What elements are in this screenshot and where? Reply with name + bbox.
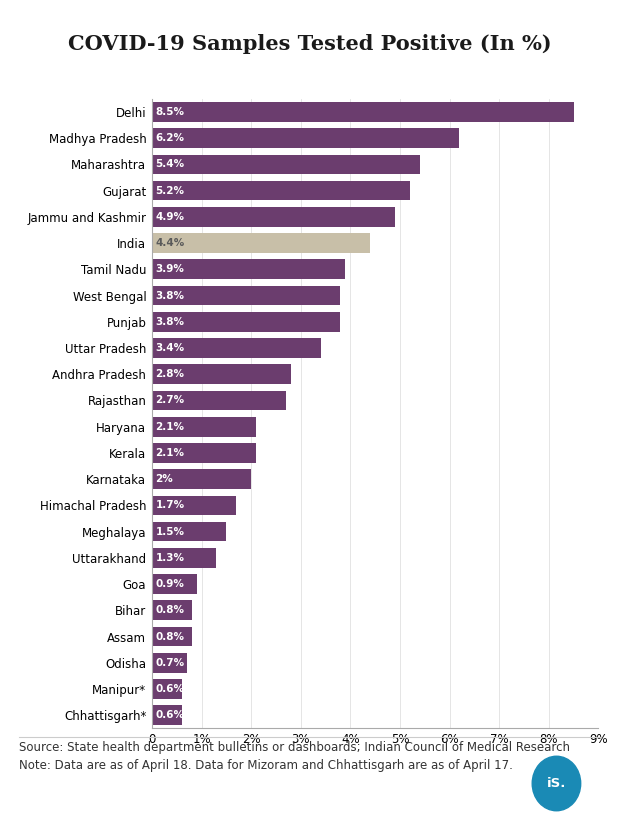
Text: 8.5%: 8.5% bbox=[156, 107, 184, 117]
Bar bbox=[152, 653, 187, 672]
Text: COVID-19 Samples Tested Positive (In %): COVID-19 Samples Tested Positive (In %) bbox=[68, 35, 552, 54]
Bar bbox=[152, 522, 226, 542]
Text: 2.1%: 2.1% bbox=[156, 448, 184, 458]
Bar bbox=[152, 181, 410, 201]
Bar bbox=[152, 469, 251, 489]
Text: 0.8%: 0.8% bbox=[156, 605, 184, 616]
Bar bbox=[152, 233, 370, 253]
Text: 0.6%: 0.6% bbox=[156, 684, 184, 694]
Bar bbox=[152, 391, 286, 411]
Text: 2%: 2% bbox=[156, 474, 173, 484]
Bar bbox=[152, 679, 182, 699]
Text: 0.8%: 0.8% bbox=[156, 631, 184, 642]
Text: 4.4%: 4.4% bbox=[156, 238, 185, 248]
Bar bbox=[152, 548, 216, 568]
Text: 3.4%: 3.4% bbox=[156, 343, 185, 353]
Bar bbox=[152, 574, 197, 594]
Text: 2.1%: 2.1% bbox=[156, 421, 184, 432]
Text: 3.8%: 3.8% bbox=[156, 317, 184, 327]
Bar bbox=[152, 601, 192, 621]
Text: Source: State health department bulletins or dashboards; Indian Council of Medic: Source: State health department bulletin… bbox=[19, 741, 570, 772]
Bar bbox=[152, 365, 291, 384]
Circle shape bbox=[532, 756, 581, 811]
Text: 0.7%: 0.7% bbox=[156, 658, 185, 667]
Text: 0.6%: 0.6% bbox=[156, 710, 184, 720]
Text: 2.8%: 2.8% bbox=[156, 370, 184, 379]
Bar bbox=[152, 443, 256, 463]
Text: iS.: iS. bbox=[547, 777, 566, 790]
Text: 3.8%: 3.8% bbox=[156, 291, 184, 300]
Bar bbox=[152, 128, 459, 148]
Bar bbox=[152, 102, 574, 122]
Bar bbox=[152, 338, 321, 358]
Bar bbox=[152, 705, 182, 725]
Text: 5.2%: 5.2% bbox=[156, 185, 184, 196]
Text: 1.3%: 1.3% bbox=[156, 553, 184, 563]
Bar bbox=[152, 626, 192, 646]
Text: 0.9%: 0.9% bbox=[156, 579, 184, 589]
Bar bbox=[152, 207, 395, 226]
Text: 4.9%: 4.9% bbox=[156, 212, 184, 222]
Text: 1.7%: 1.7% bbox=[156, 500, 185, 510]
Text: 2.7%: 2.7% bbox=[156, 395, 185, 406]
Bar bbox=[152, 312, 340, 332]
Bar bbox=[152, 286, 340, 305]
Bar bbox=[152, 259, 345, 279]
Bar bbox=[152, 495, 236, 515]
Bar bbox=[152, 416, 256, 436]
Text: 3.9%: 3.9% bbox=[156, 264, 184, 274]
Text: 6.2%: 6.2% bbox=[156, 133, 184, 143]
Text: 5.4%: 5.4% bbox=[156, 160, 185, 170]
Text: 1.5%: 1.5% bbox=[156, 527, 184, 537]
Bar bbox=[152, 155, 420, 174]
